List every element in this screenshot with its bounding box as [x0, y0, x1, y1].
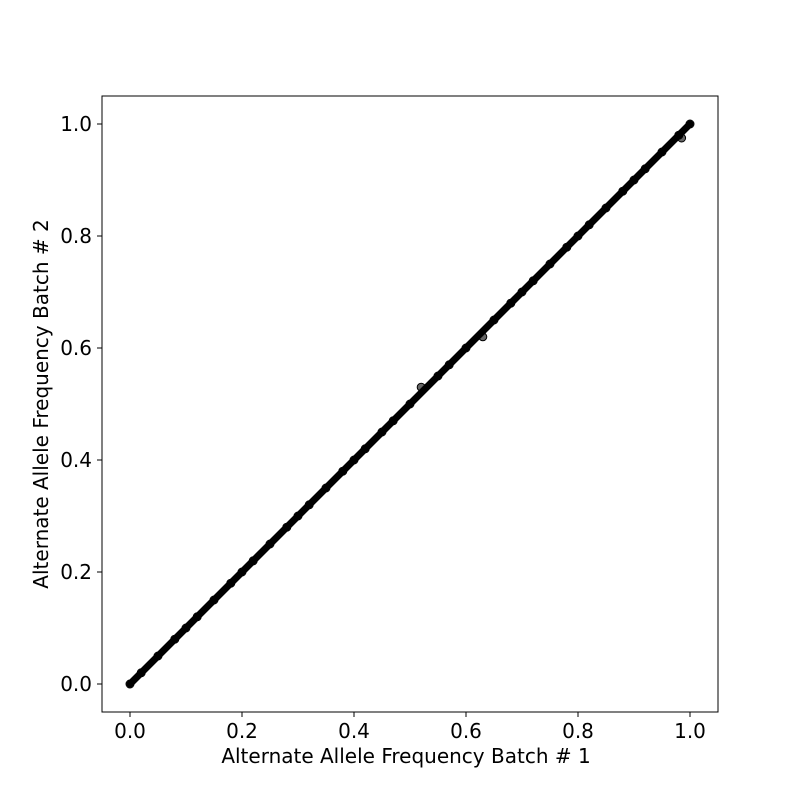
data-point	[125, 679, 135, 689]
data-point	[685, 119, 695, 129]
y-tick-label: 0.4	[60, 448, 92, 472]
data-point	[321, 483, 331, 493]
data-point	[416, 382, 426, 392]
y-axis-label: Alternate Allele Frequency Batch # 2	[29, 219, 53, 588]
x-tick-label: 0.4	[338, 719, 370, 743]
data-point	[405, 399, 415, 409]
x-tick-label: 0.2	[226, 719, 258, 743]
x-tick-label: 0.8	[562, 719, 594, 743]
y-tick-label: 0.8	[60, 224, 92, 248]
data-point	[209, 595, 219, 605]
data-point	[349, 455, 359, 465]
data-point	[388, 416, 398, 426]
data-point	[338, 466, 348, 476]
data-point	[601, 203, 611, 213]
data-point	[293, 511, 303, 521]
data-point	[517, 287, 527, 297]
data-point	[282, 522, 292, 532]
data-point	[545, 259, 555, 269]
data-point	[618, 186, 628, 196]
data-point	[153, 651, 163, 661]
data-point	[489, 315, 499, 325]
data-point	[265, 539, 275, 549]
y-tick-label: 0.6	[60, 336, 92, 360]
data-point	[136, 668, 146, 678]
x-tick-label: 0.0	[114, 719, 146, 743]
data-point	[181, 623, 191, 633]
data-point	[170, 634, 180, 644]
y-tick-label: 0.2	[60, 560, 92, 584]
data-point	[677, 133, 687, 143]
tick-layer: 0.0 0.2 0.4 0.6 0.8 1.0 0.0 0.2 0.4 0.6 0.8 1.0	[60, 112, 706, 743]
data-point	[433, 371, 443, 381]
x-tick-label: 1.0	[674, 719, 706, 743]
x-tick-label: 0.6	[450, 719, 482, 743]
plot-frame	[101, 95, 719, 713]
data-point	[573, 231, 583, 241]
data-point	[377, 427, 387, 437]
data-point	[461, 343, 471, 353]
data-point	[226, 578, 236, 588]
data-point	[304, 500, 314, 510]
data-point	[248, 556, 258, 566]
data-point	[506, 298, 516, 308]
x-axis-label: Alternate Allele Frequency Batch # 1	[221, 744, 590, 768]
data-point	[640, 164, 650, 174]
data-point	[584, 220, 594, 230]
data-point	[192, 612, 202, 622]
data-point	[629, 175, 639, 185]
data-point	[444, 360, 454, 370]
data-point	[528, 276, 538, 286]
data-point	[360, 444, 370, 454]
points-layer	[125, 119, 695, 689]
data-point	[237, 567, 247, 577]
data-point	[562, 242, 572, 252]
y-tick-label: 1.0	[60, 112, 92, 136]
data-point	[657, 147, 667, 157]
data-point	[478, 332, 488, 342]
y-tick-label: 0.0	[60, 672, 92, 696]
